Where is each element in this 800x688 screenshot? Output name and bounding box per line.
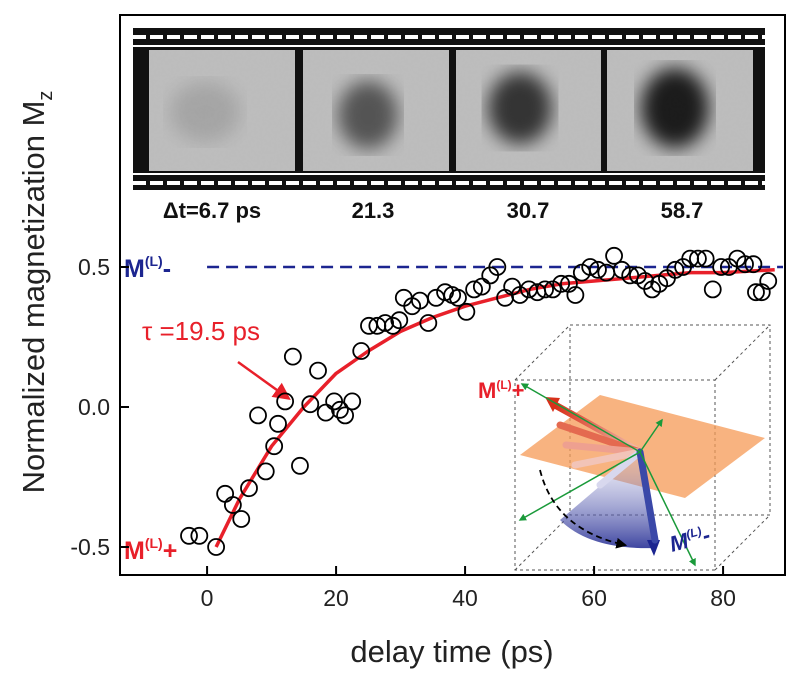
label-main: M (124, 255, 145, 283)
data-point (265, 437, 284, 456)
film-label: Δt=6.7 ps (163, 198, 261, 223)
label-sign: + (512, 378, 525, 403)
x-axis-label: delay time (ps) (350, 634, 553, 669)
y-axis-label-main: Normalized magnetization M (16, 101, 51, 494)
fit-curve (214, 268, 775, 548)
inset-label-plus: M(L)+ (478, 378, 525, 403)
data-point (566, 286, 585, 304)
y-axis-label: Normalized magnetization Mz (16, 91, 57, 494)
data-point (383, 316, 402, 335)
y-tick-label: -0.5 (70, 534, 110, 560)
x-tick-label: 80 (710, 585, 736, 611)
y-tick-label: 0.5 (78, 254, 110, 280)
inset-diagram (514, 324, 771, 571)
data-point (419, 314, 438, 332)
data-point (759, 272, 778, 290)
film-label: 58.7 (661, 198, 704, 223)
tau-arrow (237, 360, 291, 401)
data-point (223, 496, 242, 514)
data-point (488, 258, 507, 276)
data-point (331, 400, 349, 419)
data-point (190, 526, 209, 545)
data-point (309, 361, 327, 380)
data-point (465, 280, 484, 299)
film-label: 21.3 (352, 198, 395, 223)
label-sup: (L) (685, 524, 703, 541)
data-point (291, 456, 309, 475)
y-axis-label-sub: z (35, 91, 57, 101)
data-point (589, 260, 607, 279)
data-point (249, 406, 267, 425)
film-label: 30.7 (507, 198, 550, 223)
data-point (207, 538, 226, 556)
data-point (605, 246, 623, 265)
m-plus-label: M(L)+ (124, 535, 177, 565)
label-sign: - (699, 522, 713, 548)
film-strip (133, 28, 765, 190)
label-sup: (L) (145, 253, 163, 269)
data-point (747, 283, 765, 302)
data-point (316, 403, 335, 422)
m-minus-label: M(L)- (124, 253, 171, 283)
data-point (180, 526, 198, 545)
plot-frame (119, 14, 786, 576)
data-point (457, 302, 476, 321)
data-point (216, 484, 235, 503)
data-point (232, 510, 251, 528)
data-point (666, 260, 685, 279)
data-point (336, 406, 355, 425)
data-point (689, 249, 707, 268)
data-point (712, 258, 731, 276)
data-point (283, 347, 302, 366)
data-point (240, 479, 258, 498)
y-tick-label: 0.0 (78, 394, 110, 420)
data-point (703, 280, 722, 299)
data-point (390, 311, 409, 330)
data-point (276, 392, 295, 411)
label-main: M (124, 537, 145, 565)
film-frame (607, 50, 753, 171)
label-sup: (L) (145, 535, 163, 551)
label-sign: + (163, 537, 178, 565)
data-point (536, 280, 554, 299)
x-tick-label: 20 (323, 585, 349, 611)
film-frame (303, 50, 449, 171)
label-main: M (478, 378, 496, 403)
data-point (352, 342, 371, 360)
x-tick-label: 60 (581, 585, 607, 611)
data-point (696, 249, 715, 268)
data-point (472, 277, 491, 296)
data-point (581, 258, 600, 276)
x-tick-label: 0 (201, 585, 214, 611)
data-point (744, 255, 763, 274)
inset-label-minus: M(L)- (667, 522, 713, 557)
x-tick-label: 40 (452, 585, 478, 611)
label-sign: - (163, 255, 171, 283)
data-point (269, 414, 287, 433)
data-point (301, 395, 320, 414)
data-point (427, 288, 445, 307)
data-point (256, 462, 275, 481)
data-point (376, 314, 394, 332)
data-point (343, 392, 362, 411)
data-point (552, 274, 571, 293)
data-point (511, 286, 529, 304)
label-sup: (L) (496, 378, 511, 392)
film-frame (149, 50, 295, 171)
tau-label: τ =19.5 ps (142, 316, 260, 346)
data-point (736, 255, 754, 274)
data-point (449, 288, 467, 307)
film-frame (456, 50, 601, 171)
